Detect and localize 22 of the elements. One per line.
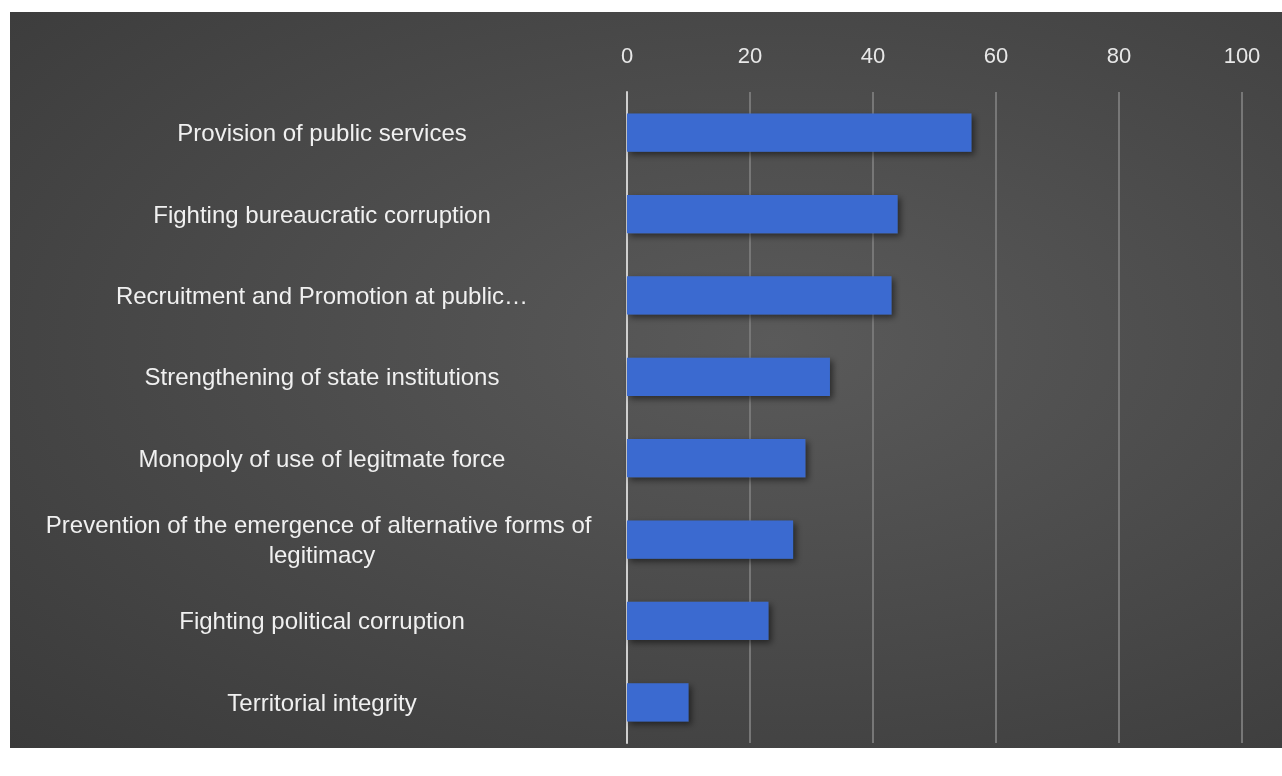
y-tick-label: Strengthening of state institutions [144,363,500,391]
x-tick-label: 0 [620,42,634,68]
x-tick-label: 60 [983,42,1009,68]
x-tick-label: 20 [737,42,763,68]
bar [627,520,794,559]
bar [627,357,830,396]
bar [627,683,689,722]
y-tick-label: Recruitment and Promotion at public… [115,281,529,309]
bar [627,194,898,234]
y-tick-label: Territorial integrity [227,688,417,716]
bar [627,439,806,478]
y-tick-label: Fighting bureaucratic corruption [153,200,491,228]
bar [627,601,769,641]
x-tick-label: 40 [860,42,886,68]
x-tick-label: 100 [1223,42,1261,68]
y-tick-label: Prevention of the emergence of alternative forms of legitimacy [45,511,599,569]
y-tick-label: Monopoly of use of legitmate force [138,444,506,472]
bar [627,276,892,315]
y-tick-label: Fighting political corruption [179,607,465,635]
x-tick-label: 80 [1106,42,1132,68]
y-tick-label: Provision of public services [177,119,467,147]
bar [627,113,972,152]
